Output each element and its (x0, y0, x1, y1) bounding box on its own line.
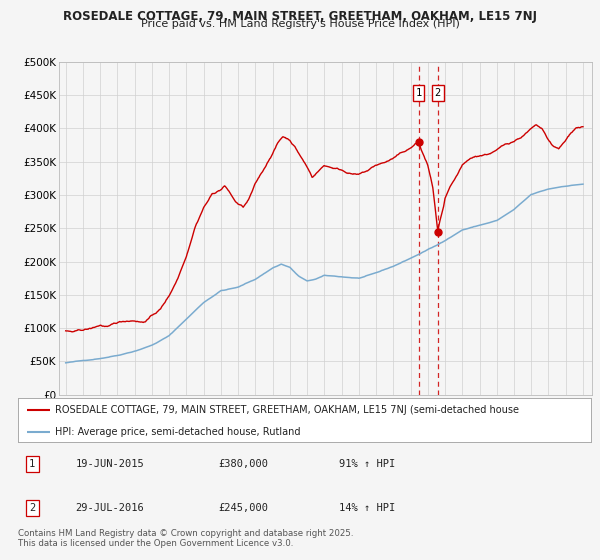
Text: ROSEDALE COTTAGE, 79, MAIN STREET, GREETHAM, OAKHAM, LE15 7NJ: ROSEDALE COTTAGE, 79, MAIN STREET, GREET… (63, 10, 537, 22)
Text: 2: 2 (29, 503, 35, 513)
Text: 91% ↑ HPI: 91% ↑ HPI (339, 459, 395, 469)
Text: 1: 1 (29, 459, 35, 469)
Text: £380,000: £380,000 (218, 459, 269, 469)
Text: 14% ↑ HPI: 14% ↑ HPI (339, 503, 395, 513)
Text: 19-JUN-2015: 19-JUN-2015 (76, 459, 144, 469)
Text: HPI: Average price, semi-detached house, Rutland: HPI: Average price, semi-detached house,… (55, 427, 301, 437)
Text: £245,000: £245,000 (218, 503, 269, 513)
Text: Contains HM Land Registry data © Crown copyright and database right 2025.: Contains HM Land Registry data © Crown c… (18, 529, 353, 538)
Text: 29-JUL-2016: 29-JUL-2016 (76, 503, 144, 513)
Text: 1: 1 (416, 88, 422, 98)
Text: ROSEDALE COTTAGE, 79, MAIN STREET, GREETHAM, OAKHAM, LE15 7NJ (semi-detached hou: ROSEDALE COTTAGE, 79, MAIN STREET, GREET… (55, 405, 519, 415)
Text: Price paid vs. HM Land Registry's House Price Index (HPI): Price paid vs. HM Land Registry's House … (140, 19, 460, 29)
Text: 2: 2 (434, 88, 441, 98)
Text: This data is licensed under the Open Government Licence v3.0.: This data is licensed under the Open Gov… (18, 539, 293, 548)
